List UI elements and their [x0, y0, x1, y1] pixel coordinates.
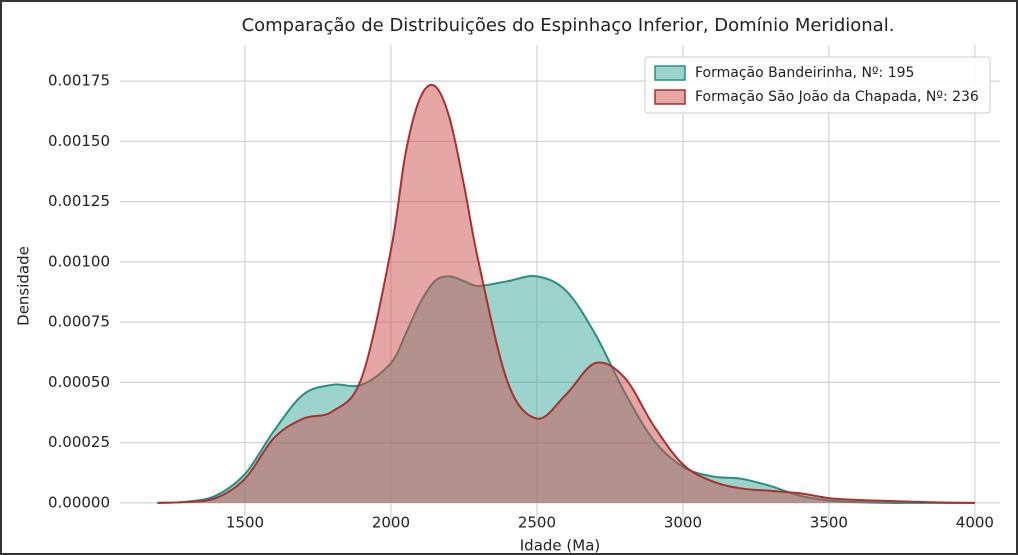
y-tick-label: 0.00125	[48, 192, 110, 210]
density-line	[157, 83, 975, 504]
y-tick-label: 0.00150	[48, 132, 110, 150]
legend: Formação Bandeirinha, Nº: 195 Formação Sã…	[644, 56, 991, 114]
x-tick-label: 3500	[810, 514, 848, 532]
y-tick-label: 0.00050	[48, 373, 110, 391]
legend-swatch	[654, 65, 686, 81]
y-tick-label: 0.00175	[48, 72, 110, 90]
legend-box	[644, 56, 991, 114]
density-area	[157, 84, 975, 503]
y-tick-label: 0.00000	[48, 493, 110, 511]
legend-label: Formação São João da Chapada, Nº: 236	[695, 89, 979, 105]
y-tick-label: 0.00025	[48, 433, 110, 451]
y-tick-label: 0.00100	[48, 252, 110, 270]
x-tick-label: 1500	[226, 514, 264, 532]
y-axis-label: Densidade	[15, 246, 33, 326]
x-tick-label: 2000	[372, 514, 410, 532]
x-tick-label: 3000	[664, 514, 702, 532]
legend-label: Formação Bandeirinha, Nº: 195	[695, 65, 914, 81]
x-axis-label: Idade (Ma)	[520, 537, 601, 555]
y-tick-label: 0.00075	[48, 313, 110, 331]
x-tick-label: 2500	[518, 514, 556, 532]
x-tick-label: 4000	[956, 514, 994, 532]
legend-swatch	[654, 89, 686, 105]
chart-title: Comparação de Distribuições do Espinhaço…	[242, 15, 895, 36]
